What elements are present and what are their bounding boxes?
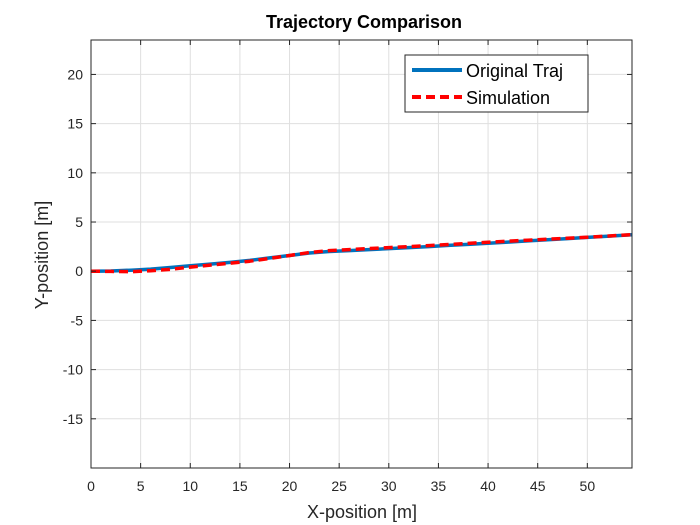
y-tick-label: -10 bbox=[63, 362, 83, 378]
series-line-simulation bbox=[90, 232, 633, 274]
legend-label-original-traj: Original Traj bbox=[466, 61, 563, 81]
y-tick-label: -15 bbox=[63, 411, 83, 427]
chart-title: Trajectory Comparison bbox=[266, 12, 462, 32]
x-tick-label: 0 bbox=[87, 478, 95, 494]
legend-box bbox=[404, 54, 589, 113]
x-tick-label: 20 bbox=[282, 478, 298, 494]
y-tick-label: 0 bbox=[75, 263, 83, 279]
axis-ticks: 0 5 10 15 20 25 30 35 40 45 50 -15 -10 -5 0 5 10 15 20 bbox=[63, 40, 632, 494]
y-tick-label: -5 bbox=[71, 312, 84, 328]
y-axis-label: Y-position [m] bbox=[32, 201, 52, 309]
y-tick-label: 10 bbox=[67, 165, 83, 181]
y-tick-label: 15 bbox=[67, 116, 83, 132]
x-tick-label: 15 bbox=[232, 478, 248, 494]
x-tick-label: 50 bbox=[580, 478, 596, 494]
data-series bbox=[90, 232, 633, 274]
x-tick-label: 30 bbox=[381, 478, 397, 494]
x-axis-label: X-position [m] bbox=[307, 502, 417, 522]
legend-label-simulation: Simulation bbox=[466, 88, 550, 108]
x-tick-label: 25 bbox=[331, 478, 347, 494]
grid-lines bbox=[90, 40, 632, 468]
y-tick-label: 20 bbox=[67, 66, 83, 82]
x-tick-label: 5 bbox=[137, 478, 145, 494]
y-tick-label: 5 bbox=[75, 214, 83, 230]
x-tick-label: 35 bbox=[431, 478, 447, 494]
x-tick-label: 45 bbox=[530, 478, 546, 494]
axes-box bbox=[90, 39, 633, 469]
x-tick-label: 40 bbox=[480, 478, 496, 494]
x-tick-label: 10 bbox=[182, 478, 198, 494]
legend: Original Traj Simulation bbox=[404, 54, 589, 113]
